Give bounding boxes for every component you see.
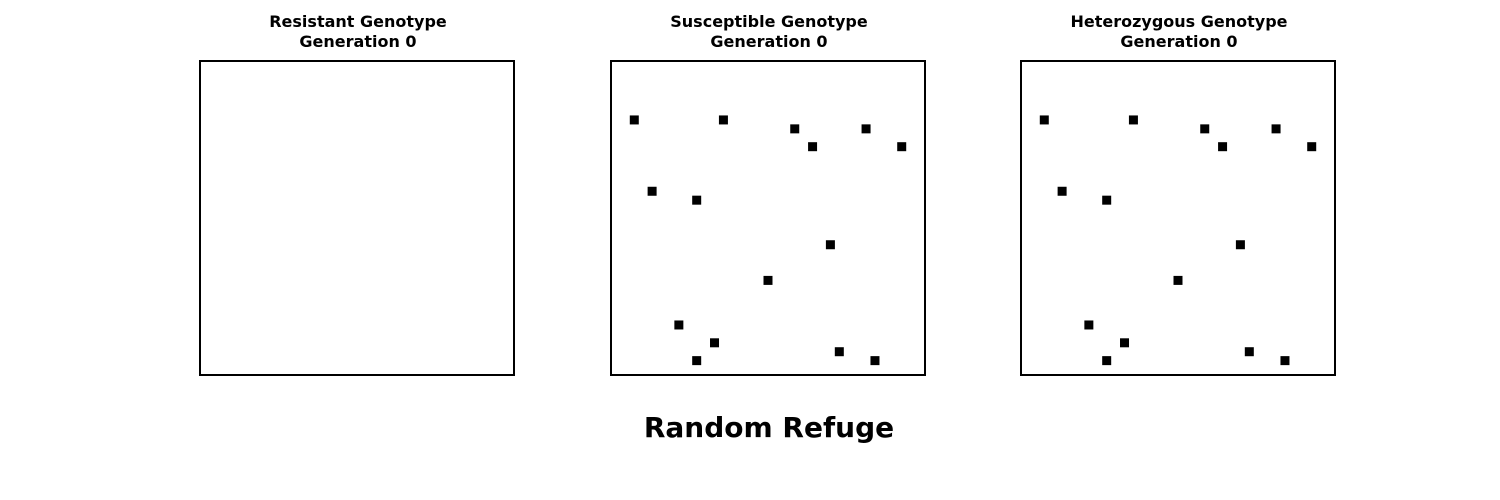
panel-heterozygous: Heterozygous Genotype Generation 0 — [1020, 12, 1338, 376]
panel-title: Heterozygous Genotype Generation 0 — [1020, 12, 1338, 60]
grid-marker — [763, 275, 773, 285]
grid-marker — [1084, 320, 1094, 330]
grid-marker — [870, 356, 880, 366]
grid-marker — [861, 124, 871, 134]
grid-marker — [897, 142, 907, 152]
panel-title-genotype: Susceptible Genotype — [670, 12, 868, 31]
grid-marker — [1128, 115, 1138, 125]
grid-marker — [1102, 195, 1112, 205]
panel-resistant: Resistant Genotype Generation 0 — [199, 12, 517, 376]
grid-svg-resistant — [201, 62, 513, 374]
grid-marker — [1307, 142, 1317, 152]
grid-marker — [1120, 338, 1130, 348]
grid-marker — [718, 115, 728, 125]
grid-marker — [790, 124, 800, 134]
grid-plot-heterozygous — [1020, 60, 1336, 376]
grid-marker — [1235, 240, 1245, 250]
grid-marker — [825, 240, 835, 250]
grid-svg-heterozygous — [1039, 115, 1317, 366]
grid-plot-susceptible — [610, 60, 926, 376]
grid-marker — [1102, 356, 1112, 366]
grid-marker — [1039, 115, 1049, 125]
panel-title: Susceptible Genotype Generation 0 — [610, 12, 928, 60]
panel-title: Resistant Genotype Generation 0 — [199, 12, 517, 60]
panel-title-generation: Generation 0 — [299, 32, 417, 51]
panel-susceptible: Susceptible Genotype Generation 0 — [610, 12, 928, 376]
grid-plot-resistant — [199, 60, 515, 376]
grid-marker — [647, 186, 657, 196]
grid-marker — [1057, 186, 1067, 196]
panel-title-genotype: Resistant Genotype — [269, 12, 447, 31]
grid-marker — [808, 142, 818, 152]
grid-marker — [692, 356, 702, 366]
figure-suptitle: Random Refuge — [643, 411, 895, 444]
grid-marker — [1244, 347, 1254, 357]
grid-marker — [1280, 356, 1290, 366]
panel-title-generation: Generation 0 — [1120, 32, 1238, 51]
grid-marker — [834, 347, 844, 357]
grid-marker — [674, 320, 684, 330]
grid-marker — [629, 115, 639, 125]
panel-title-genotype: Heterozygous Genotype — [1070, 12, 1288, 31]
grid-marker — [1173, 275, 1183, 285]
grid-marker — [692, 195, 702, 205]
grid-marker — [1218, 142, 1228, 152]
grid-svg-susceptible — [629, 115, 907, 366]
grid-marker — [710, 338, 720, 348]
grid-marker — [1271, 124, 1281, 134]
grid-marker — [1200, 124, 1210, 134]
panel-title-generation: Generation 0 — [710, 32, 828, 51]
